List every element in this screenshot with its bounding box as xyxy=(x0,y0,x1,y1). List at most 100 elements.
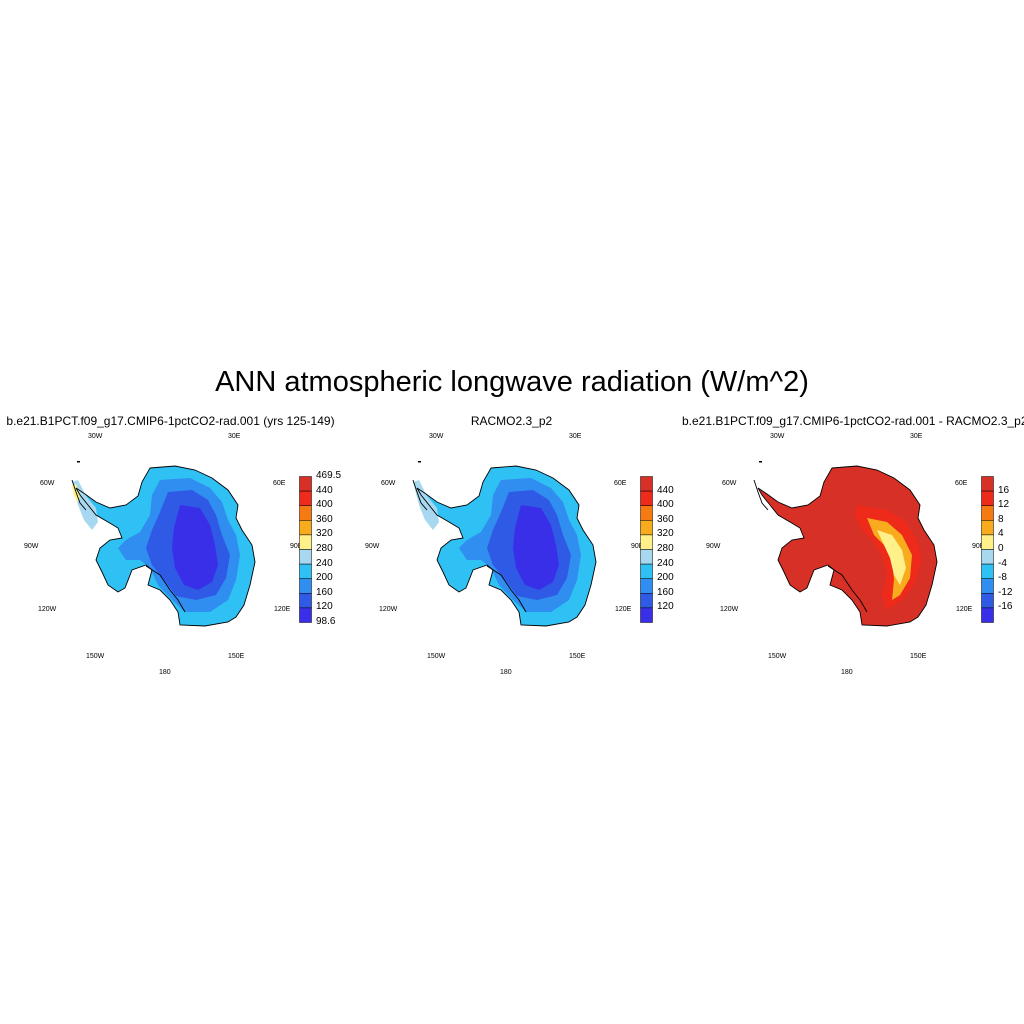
longitude-label: 60W xyxy=(381,480,396,487)
colorbar-tick-label: 0 xyxy=(998,543,1004,554)
colorbar-tick-label: -12 xyxy=(998,586,1013,598)
colorbar-swatch xyxy=(640,563,653,579)
colorbar-swatch xyxy=(981,534,994,550)
coastline xyxy=(416,465,597,627)
colorbar-tick-label: 320 xyxy=(657,528,674,540)
colorbar-tick-label: 160 xyxy=(657,586,674,598)
colorbar-tick-label: 98.6 xyxy=(316,616,336,627)
colorbar-swatch xyxy=(299,607,312,623)
colorbar-swatch xyxy=(299,476,312,492)
longitude-label: 60E xyxy=(614,480,627,487)
colorbar-tick-label: 320 xyxy=(316,528,333,540)
longitude-label: 90E xyxy=(972,543,985,550)
colorbar-swatch xyxy=(981,593,994,609)
longitude-label: 60E xyxy=(955,480,968,487)
longitude-label: 120E xyxy=(615,606,632,613)
colorbar-swatch xyxy=(299,534,312,550)
longitude-label: 90W xyxy=(706,543,721,550)
colorbar-tick-label: 440 xyxy=(657,484,674,496)
colorbar-tick-label: 8 xyxy=(998,513,1004,525)
longitude-label: 150W xyxy=(768,653,787,660)
longitude-label: 150E xyxy=(910,653,927,660)
longitude-label: 150E xyxy=(569,653,586,660)
longitude-label: 150W xyxy=(427,653,446,660)
longitude-label: 60W xyxy=(40,480,55,487)
antarctica-map xyxy=(412,461,597,627)
colorbar-swatch xyxy=(640,520,653,536)
longitude-label: 30W xyxy=(429,433,444,440)
longitude-label: 90W xyxy=(365,543,380,550)
panel-model: b.e21.B1PCT.f09_g17.CMIP6-1pctCO2-rad.00… xyxy=(0,412,341,682)
colorbar-tick-label: 200 xyxy=(316,572,333,584)
panel-title: b.e21.B1PCT.f09_g17.CMIP6-1pctCO2-rad.00… xyxy=(6,414,335,428)
ice-shelf-line xyxy=(145,565,186,613)
coastline xyxy=(75,465,256,627)
colorbar-swatch xyxy=(299,490,312,506)
peninsula-line xyxy=(71,479,87,511)
antarctica-map xyxy=(71,461,256,627)
colorbar-tick-label: 360 xyxy=(316,513,333,525)
island-mark xyxy=(759,461,762,463)
colorbar-tick-label: 16 xyxy=(998,484,1010,496)
peninsula-line xyxy=(753,479,769,511)
colorbar-tick-label: 240 xyxy=(657,557,674,569)
colorbar-tick-label: 360 xyxy=(657,513,674,525)
colorbar-tick-label: 469.5 xyxy=(316,470,342,481)
panel-title: b.e21.B1PCT.f09_g17.CMIP6-1pctCO2-rad.00… xyxy=(682,414,1024,428)
coastline xyxy=(757,465,938,627)
ice-shelf-line xyxy=(827,565,868,613)
colorbar-swatch xyxy=(640,534,653,550)
longitude-label: 30E xyxy=(228,433,241,440)
colorbar-tick-label: -8 xyxy=(998,572,1007,584)
longitude-label: 90W xyxy=(24,543,39,550)
colorbar-tick-label: 400 xyxy=(657,499,674,511)
peninsula-line xyxy=(412,479,428,511)
colorbar-swatch xyxy=(299,578,312,594)
panel-racmo: RACMO2.3_p2 30W 30E 60W 60E 90W 90E 120W 120E 15… xyxy=(341,412,682,682)
longitude-label: 180 xyxy=(500,669,512,676)
colorbar-tick-label: 440 xyxy=(316,484,333,496)
colorbar-tick-label: 240 xyxy=(316,557,333,569)
difference-region-3 xyxy=(877,530,906,585)
island-mark xyxy=(77,461,80,463)
longitude-label: 60W xyxy=(722,480,737,487)
colorbar-tick-label: 12 xyxy=(998,499,1010,511)
antarctica-map xyxy=(753,461,938,627)
colorbar-tick-label: 120 xyxy=(316,601,333,613)
longitude-label: 180 xyxy=(841,669,853,676)
colorbar-tick-label: -4 xyxy=(998,557,1007,569)
colorbar-swatch xyxy=(640,490,653,506)
colorbar-swatch xyxy=(299,563,312,579)
colorbar xyxy=(299,476,312,623)
colorbar-swatch xyxy=(299,549,312,565)
colorbar-swatch xyxy=(981,563,994,579)
field-region-3 xyxy=(172,505,218,590)
colorbar-swatch xyxy=(299,593,312,609)
colorbar-swatch xyxy=(640,476,653,492)
colorbar-tick-label: 4 xyxy=(998,528,1004,540)
colorbar-tick-label: 400 xyxy=(316,499,333,511)
longitude-label: 30W xyxy=(770,433,785,440)
colorbar-swatch xyxy=(640,578,653,594)
colorbar-swatch xyxy=(981,578,994,594)
longitude-label: 120E xyxy=(956,606,973,613)
colorbar-swatch xyxy=(981,505,994,521)
longitude-label: 120W xyxy=(38,606,57,613)
colorbar-swatch xyxy=(981,607,994,623)
longitude-label: 30E xyxy=(569,433,582,440)
colorbar-swatch xyxy=(299,520,312,536)
colorbar-swatch xyxy=(981,490,994,506)
longitude-label: 150W xyxy=(86,653,105,660)
colorbar-swatch xyxy=(299,505,312,521)
colorbar-tick-label: 120 xyxy=(657,601,674,613)
colorbar-tick-label: 280 xyxy=(316,543,333,554)
longitude-label: 30E xyxy=(910,433,923,440)
colorbar-tick-label: 160 xyxy=(316,586,333,598)
longitude-label: 150E xyxy=(228,653,245,660)
longitude-label: 120W xyxy=(379,606,398,613)
longitude-label: 90E xyxy=(631,543,644,550)
longitude-label: 120E xyxy=(274,606,291,613)
colorbar-swatch xyxy=(640,549,653,565)
colorbar-swatch xyxy=(640,593,653,609)
colorbar-swatch xyxy=(981,476,994,492)
